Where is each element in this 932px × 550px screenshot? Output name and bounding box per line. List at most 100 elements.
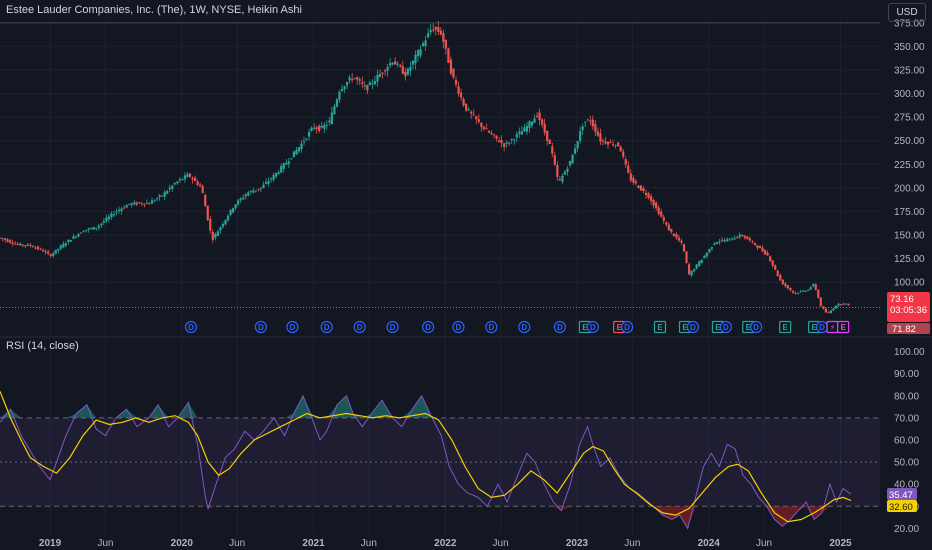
candle-body	[682, 244, 686, 252]
candle-body	[105, 217, 108, 222]
candle-body	[556, 165, 559, 177]
price-badges: 73.16 03:05:36 71.82 35.47 32.60	[887, 292, 930, 513]
candle-body	[459, 92, 463, 98]
rsi-ma-badge-bg	[887, 500, 917, 512]
candle-body	[49, 254, 52, 257]
candle-body	[358, 79, 361, 81]
candle-body	[794, 292, 797, 294]
earnings-marker-label: E	[715, 323, 721, 332]
candle-body	[525, 126, 529, 132]
x-tick-label: 2019	[39, 538, 62, 549]
candle-body	[791, 290, 795, 293]
candle-body	[368, 82, 371, 86]
price-tick-label: 150.00	[894, 231, 925, 242]
candle-body	[79, 232, 83, 234]
event-markers[interactable]: D D D D D D D D D D D E D E D E E D E D E D E E D ⚡ E	[184, 320, 850, 334]
candle-body	[87, 228, 90, 230]
candle-body	[627, 165, 630, 173]
candle-body	[155, 198, 159, 200]
candle-body	[472, 114, 475, 116]
rsi-value-badge: 35.47	[889, 490, 913, 501]
candle-body	[19, 243, 22, 246]
dividend-marker-label: D	[456, 323, 462, 332]
candle-body	[351, 79, 354, 81]
dividend-marker	[620, 320, 634, 334]
candle-body	[543, 123, 546, 133]
candle-body	[237, 200, 240, 205]
dividend-marker	[286, 320, 299, 334]
candle-body	[143, 203, 146, 205]
candle-body	[774, 265, 777, 270]
candle-body	[807, 289, 810, 291]
axes: 2019 Jun 2020 Jun 2021 Jun 2022 Jun 2023 Jun 2024 J…	[39, 18, 925, 549]
candle-body	[457, 86, 460, 94]
candle-body	[330, 112, 333, 125]
candle-body	[710, 247, 713, 249]
candle-body	[622, 151, 625, 157]
candle-body	[465, 103, 468, 111]
candle-body	[110, 213, 113, 217]
price-tick-label: 225.00	[894, 160, 925, 171]
candle-body	[617, 142, 620, 147]
candle-body	[313, 127, 316, 129]
candle-body	[715, 242, 719, 244]
candle-body	[290, 158, 293, 160]
candle-body	[687, 264, 691, 275]
candle-body	[637, 185, 640, 189]
candle-body	[371, 83, 374, 85]
candle-body	[733, 238, 736, 240]
candle-body	[381, 72, 384, 74]
candle-body	[563, 171, 567, 175]
candle-body	[432, 29, 435, 31]
last-price-badge: 73.16	[890, 294, 914, 305]
candle-body	[467, 109, 470, 111]
candle-body	[685, 251, 688, 263]
price-tick-label: 375.00	[894, 18, 925, 29]
candle-body	[672, 233, 675, 237]
candle-body	[168, 187, 171, 190]
candle-body	[700, 259, 703, 264]
dividend-marker	[452, 320, 465, 334]
dividend-marker-label: D	[753, 323, 759, 332]
candle-body	[325, 124, 328, 126]
candle-body	[822, 306, 825, 309]
candle-body	[551, 146, 554, 154]
candle-body	[804, 290, 807, 292]
candle-body	[424, 40, 427, 46]
earnings-marker	[779, 320, 792, 334]
price-tick-label: 250.00	[894, 136, 925, 147]
dividend-marker-label: D	[390, 323, 396, 332]
candle-body	[753, 242, 757, 245]
dividend-marker-label: D	[557, 323, 563, 332]
candle-body	[523, 127, 526, 132]
candle-body	[619, 146, 622, 152]
candle-body	[812, 284, 815, 287]
currency-button[interactable]: USD	[888, 3, 926, 22]
rsi-plot	[0, 391, 880, 530]
candle-body	[508, 142, 511, 144]
rsi-oversold-fill	[0, 506, 851, 529]
dividend-marker-label: D	[723, 323, 729, 332]
candle-body	[277, 172, 280, 174]
candle-body	[624, 159, 627, 165]
x-tick-label: 2021	[302, 538, 325, 549]
candle-body	[204, 194, 207, 207]
candle-body	[839, 304, 843, 306]
x-tick-label: Jun	[97, 538, 113, 549]
candle-body	[553, 155, 556, 165]
candle-body	[196, 181, 199, 186]
candle-body	[338, 91, 341, 100]
candle-body	[31, 246, 35, 248]
candle-body	[695, 264, 698, 269]
candle-body	[318, 125, 321, 132]
candle-body	[62, 243, 65, 248]
candle-body	[186, 173, 189, 178]
rsi-tick-label: 40.00	[894, 480, 919, 491]
secondary-badge-bg	[887, 323, 930, 334]
candle-body	[16, 243, 19, 245]
candle-body	[594, 124, 597, 132]
candle-body	[518, 131, 521, 134]
candle-body	[128, 203, 131, 205]
candle-body	[239, 198, 242, 201]
